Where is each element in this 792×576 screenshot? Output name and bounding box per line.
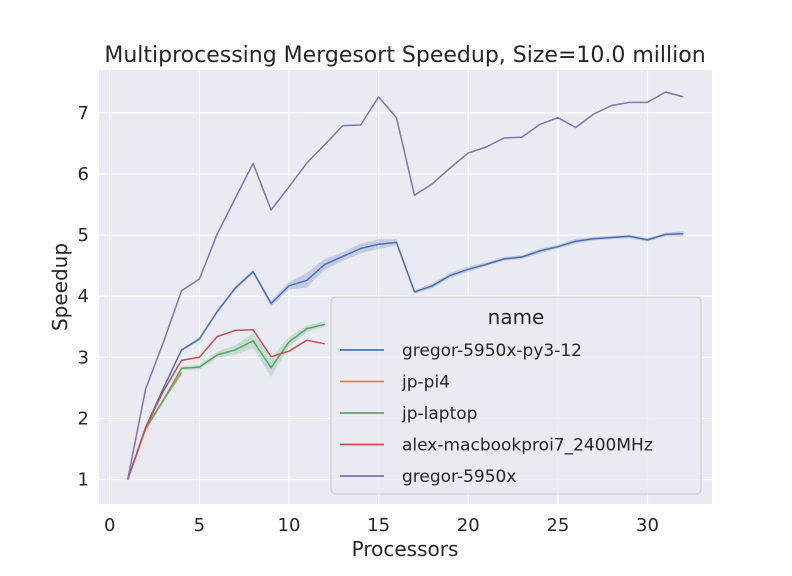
- y-tick-label: 6: [78, 164, 89, 185]
- legend-box: [330, 296, 702, 495]
- legend-label: gregor-5950x: [402, 467, 516, 487]
- x-tick-label: 25: [546, 515, 569, 536]
- y-tick-label: 2: [78, 408, 89, 429]
- x-tick-label: 20: [457, 515, 480, 536]
- legend-title: name: [488, 305, 545, 329]
- line-alex-macbookproi7-2400mhz: [126, 329, 325, 480]
- x-tick-label: 30: [636, 515, 659, 536]
- y-tick-label: 5: [78, 225, 89, 246]
- x-tick-label: 5: [194, 515, 205, 536]
- y-tick-label: 4: [78, 286, 89, 307]
- y-tick-labels: 1 2 3 4 5 6 7: [78, 103, 89, 491]
- legend-label: alex-macbookproi7_2400MHz: [402, 436, 653, 456]
- x-tick-label: 0: [104, 515, 115, 536]
- x-tick-labels: 0 5 10 15 20 25 30: [104, 515, 659, 536]
- chart-title: Multiprocessing Mergesort Speedup, Size=…: [104, 43, 705, 68]
- legend-label: gregor-5950x-py3-12: [402, 341, 582, 361]
- line-jp-laptop: [126, 323, 325, 480]
- y-tick-label: 7: [78, 103, 89, 124]
- band-gregor-5950x-py3-12: [127, 231, 684, 480]
- legend: name gregor-5950x-py3-12 jp-pi4 jp-laptop a…: [330, 296, 702, 495]
- y-axis-label: Speedup: [48, 243, 72, 331]
- x-tick-label: 10: [278, 515, 301, 536]
- x-axis-label: Processors: [352, 537, 459, 561]
- y-tick-label: 1: [78, 470, 89, 491]
- line-gregor-5950x-py3-12: [126, 233, 684, 480]
- x-tick-label: 15: [367, 515, 390, 536]
- series-lines: [126, 91, 684, 480]
- legend-label: jp-laptop: [401, 404, 477, 424]
- legend-label: jp-pi4: [401, 373, 450, 393]
- y-tick-label: 3: [78, 347, 89, 368]
- line-gregor-5950x: [126, 91, 684, 480]
- legend-items: gregor-5950x-py3-12 jp-pi4 jp-laptop alex-m…: [340, 341, 653, 487]
